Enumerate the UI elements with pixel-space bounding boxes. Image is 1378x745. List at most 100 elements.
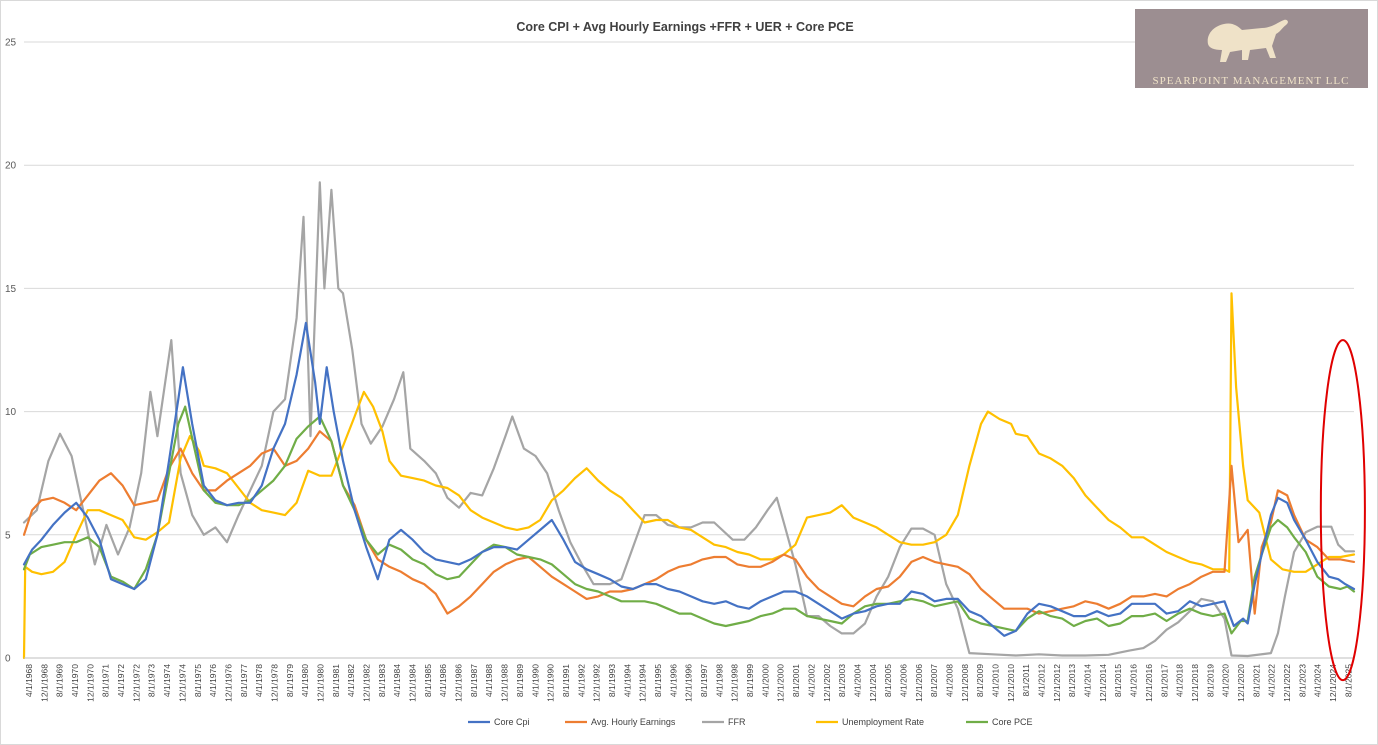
x-tick-label: 12/1/1988 bbox=[500, 664, 510, 702]
x-tick-label: 12/1/2006 bbox=[914, 664, 924, 702]
x-tick-label: 8/1/2001 bbox=[791, 664, 801, 697]
x-tick-label: 12/1/2004 bbox=[868, 664, 878, 702]
brand-text: SPEARPOINT MANAGEMENT LLC bbox=[1153, 75, 1350, 87]
x-tick-label: 12/1/1968 bbox=[39, 664, 49, 702]
x-tick-label: 12/1/2012 bbox=[1052, 664, 1062, 702]
x-tick-label: 12/1/1984 bbox=[408, 664, 418, 702]
x-tick-label: 12/1/1974 bbox=[177, 664, 187, 702]
x-tick-label: 8/1/1973 bbox=[147, 664, 157, 697]
x-tick-label: 8/1/1979 bbox=[285, 664, 295, 697]
x-tick-label: 4/1/1968 bbox=[24, 664, 34, 697]
x-tick-label: 12/1/2018 bbox=[1190, 664, 1200, 702]
x-tick-label: 12/1/2020 bbox=[1236, 664, 1246, 702]
brand-logo-box: SPEARPOINT MANAGEMENT LLC bbox=[1135, 9, 1368, 88]
series-line-core-cpi bbox=[22, 321, 1356, 637]
x-tick-label: 8/1/2003 bbox=[837, 664, 847, 697]
x-tick-label: 8/1/2021 bbox=[1251, 664, 1261, 697]
x-tick-label: 8/1/1981 bbox=[331, 664, 341, 697]
x-tick-label: 8/1/2015 bbox=[1113, 664, 1123, 697]
x-tick-label: 12/1/2022 bbox=[1282, 664, 1292, 702]
x-tick-label: 12/1/1996 bbox=[684, 664, 694, 702]
x-tick-label: 12/1/2010 bbox=[1006, 664, 1016, 702]
x-tick-label: 12/1/1972 bbox=[131, 664, 141, 702]
x-tick-label: 12/1/1982 bbox=[362, 664, 372, 702]
x-tick-label: 8/1/2007 bbox=[929, 664, 939, 697]
x-tick-label: 4/1/1982 bbox=[346, 664, 356, 697]
x-tick-label: 8/1/1977 bbox=[239, 664, 249, 697]
x-tick-label: 8/1/1987 bbox=[469, 664, 479, 697]
x-tick-label: 12/1/1994 bbox=[638, 664, 648, 702]
gridlines bbox=[24, 41, 1354, 536]
x-tick-label: 8/1/1997 bbox=[699, 664, 709, 697]
legend-label: Core PCE bbox=[992, 717, 1033, 727]
x-tick-label: 8/1/2013 bbox=[1067, 664, 1077, 697]
x-tick-label: 8/1/1983 bbox=[377, 664, 387, 697]
highlight-ellipse bbox=[1319, 339, 1366, 682]
legend-label: Core Cpi bbox=[494, 717, 530, 727]
x-tick-label: 12/1/1978 bbox=[270, 664, 280, 702]
x-tick-label: 8/1/1991 bbox=[561, 664, 571, 697]
x-tick-label: 4/1/2006 bbox=[899, 664, 909, 697]
x-tick-label: 4/1/1974 bbox=[162, 664, 172, 697]
x-tick-label: 4/1/2000 bbox=[760, 664, 770, 697]
legend-item: Unemployment Rate bbox=[816, 717, 924, 727]
x-tick-label: 4/1/1970 bbox=[70, 664, 80, 697]
x-tick-label: 8/1/2005 bbox=[883, 664, 893, 697]
x-tick-label: 4/1/1996 bbox=[668, 664, 678, 697]
x-tick-label: 12/1/2024 bbox=[1328, 664, 1338, 702]
x-tick-label: 4/1/2018 bbox=[1175, 664, 1185, 697]
x-tick-label: 8/1/2009 bbox=[975, 664, 985, 697]
y-tick-label: 25 bbox=[5, 38, 17, 49]
x-tick-label: 4/1/1990 bbox=[530, 664, 540, 697]
x-tick-label: 8/1/2025 bbox=[1343, 664, 1353, 697]
x-tick-label: 12/1/1976 bbox=[223, 664, 233, 702]
legend-item: FFR bbox=[702, 717, 746, 727]
legend-label: FFR bbox=[728, 717, 746, 727]
x-tick-label: 4/1/1984 bbox=[392, 664, 402, 697]
axes: 0 5 10 15 20 25 4/1/1968 12/1/1968 8/1/1969 4/1/1… bbox=[5, 38, 1354, 702]
x-tick-label: 4/1/1986 bbox=[438, 664, 448, 697]
x-tick-label: 4/1/2016 bbox=[1129, 664, 1139, 697]
x-tick-label: 4/1/1978 bbox=[254, 664, 264, 697]
legend-label: Unemployment Rate bbox=[842, 717, 924, 727]
x-tick-label: 8/1/1993 bbox=[607, 664, 617, 697]
x-tick-label: 4/1/2008 bbox=[945, 664, 955, 697]
legend-item: Core Cpi bbox=[468, 717, 530, 727]
annotations bbox=[1319, 339, 1366, 682]
x-tick-label: 12/1/1986 bbox=[454, 664, 464, 702]
chart-title: Core CPI + Avg Hourly Earnings +FFR + UE… bbox=[516, 20, 853, 34]
x-tick-label: 12/1/1998 bbox=[730, 664, 740, 702]
series-line-ffr bbox=[22, 181, 1356, 658]
x-tick-label: 4/1/1998 bbox=[714, 664, 724, 697]
x-tick-label: 12/1/2016 bbox=[1144, 664, 1154, 702]
y-tick-label: 20 bbox=[5, 161, 17, 172]
x-tick-label: 8/1/1975 bbox=[193, 664, 203, 697]
x-tick-label: 8/1/2019 bbox=[1205, 664, 1215, 697]
x-tick-label: 12/1/2014 bbox=[1098, 664, 1108, 702]
y-tick-label: 15 bbox=[5, 284, 17, 295]
x-tick-label: 12/1/2000 bbox=[776, 664, 786, 702]
x-tick-label: 12/1/1980 bbox=[316, 664, 326, 702]
x-tick-label: 12/1/1992 bbox=[592, 664, 602, 702]
x-tick-label: 8/1/1999 bbox=[745, 664, 755, 697]
x-tick-label: 4/1/1988 bbox=[484, 664, 494, 697]
x-tick-label: 4/1/2024 bbox=[1313, 664, 1323, 697]
y-tick-label: 5 bbox=[5, 530, 11, 541]
x-tick-label: 4/1/1972 bbox=[116, 664, 126, 697]
y-tick-label: 0 bbox=[5, 654, 11, 665]
x-tick-label: 4/1/2010 bbox=[991, 664, 1001, 697]
x-tick-label: 8/1/2011 bbox=[1021, 664, 1031, 697]
x-tick-label: 4/1/2014 bbox=[1083, 664, 1093, 697]
series-line-core-pce bbox=[22, 405, 1356, 635]
x-tick-label: 8/1/2017 bbox=[1159, 664, 1169, 697]
x-tick-label: 8/1/1969 bbox=[55, 664, 65, 697]
legend-label: Avg. Hourly Earnings bbox=[591, 717, 676, 727]
x-tick-label: 4/1/1992 bbox=[576, 664, 586, 697]
x-tick-label: 8/1/1985 bbox=[423, 664, 433, 697]
x-tick-label: 8/1/1989 bbox=[515, 664, 525, 697]
legend-item: Core PCE bbox=[966, 717, 1033, 727]
legend: Core Cpi Avg. Hourly Earnings FFR Unemploym… bbox=[468, 717, 1033, 727]
